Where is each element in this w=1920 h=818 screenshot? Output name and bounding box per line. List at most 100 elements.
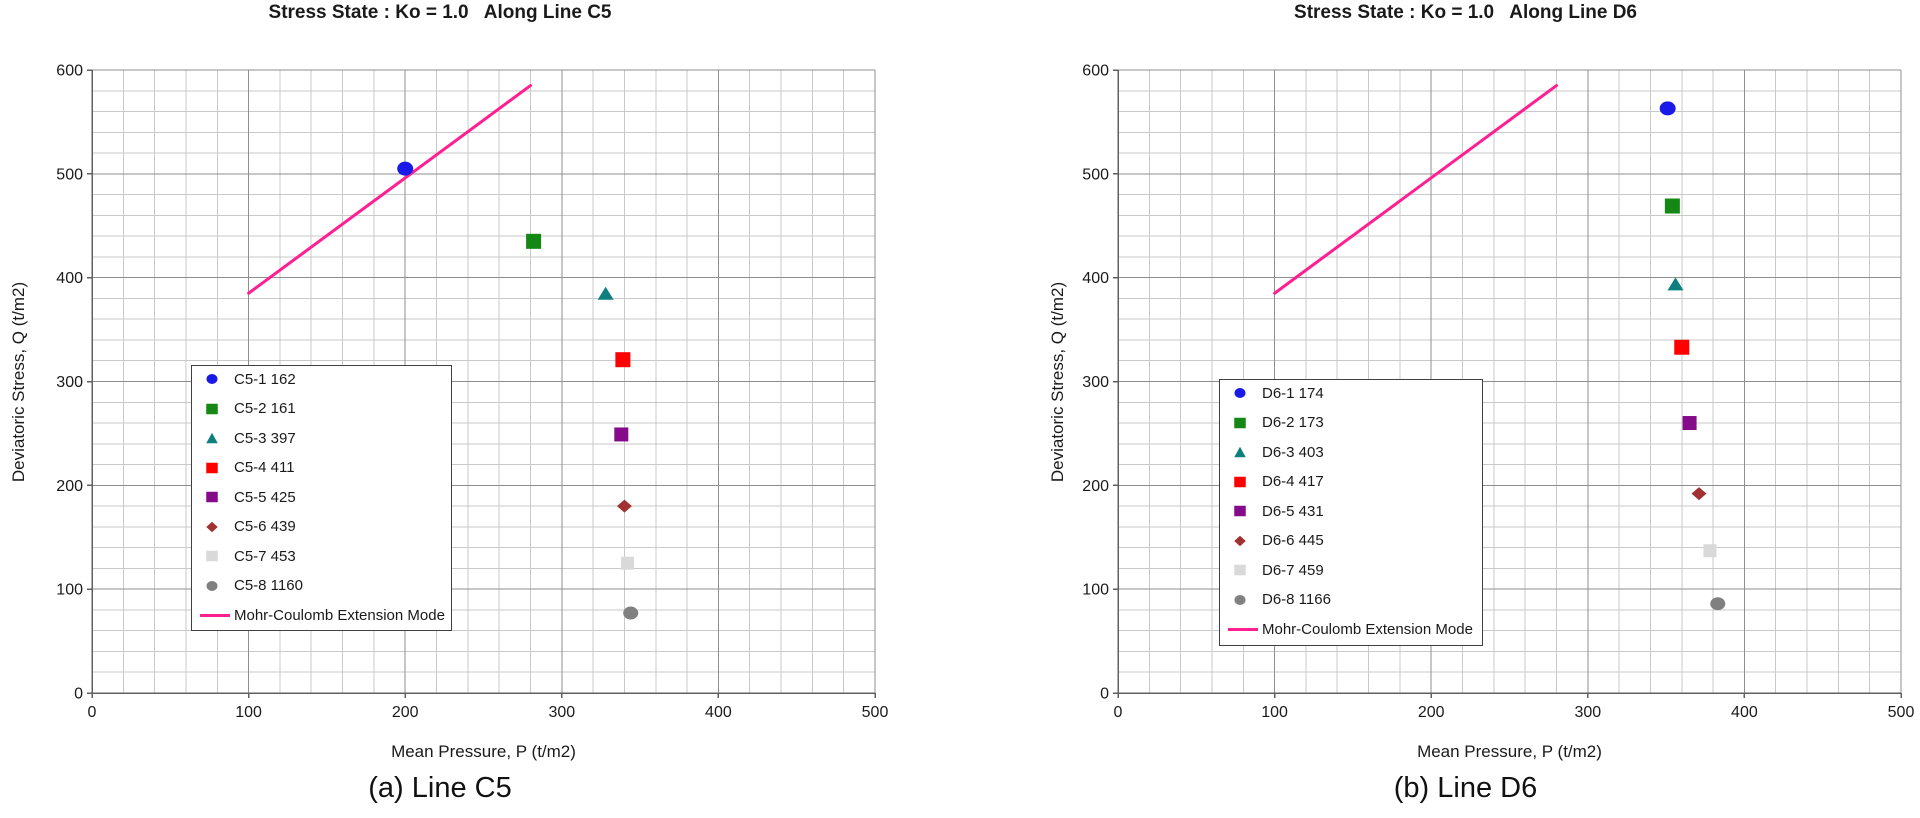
legend-marker bbox=[206, 462, 218, 473]
marker-d6-6 bbox=[1691, 487, 1707, 501]
legend-marker-icon bbox=[206, 491, 218, 503]
legend-label: C5-8 1160 bbox=[234, 577, 303, 594]
legend-item: C5-4 411 bbox=[192, 456, 451, 480]
x-axis-title: Mean Pressure, P (t/m2) bbox=[391, 742, 576, 761]
y-tick-label: 200 bbox=[1082, 478, 1109, 495]
y-tick-label: 500 bbox=[56, 166, 83, 183]
legend-item: Mohr-Coulomb Extension Mode bbox=[1220, 617, 1482, 641]
legend-marker-icon bbox=[1234, 476, 1246, 487]
legend-marker bbox=[206, 550, 218, 562]
legend-label: Mohr-Coulomb Extension Mode bbox=[1262, 620, 1473, 638]
legend-marker bbox=[1234, 594, 1246, 605]
x-tick-label: 200 bbox=[392, 704, 419, 721]
y-tick-label: 0 bbox=[74, 686, 83, 703]
y-tick-label: 400 bbox=[1082, 270, 1109, 287]
legend-item: D6-3 403 bbox=[1220, 440, 1482, 464]
legend-marker bbox=[206, 432, 218, 444]
legend-label: D6-8 1166 bbox=[1262, 591, 1331, 608]
marker-d6-1 bbox=[1659, 101, 1676, 116]
legend-marker bbox=[1234, 446, 1246, 458]
chart-title: Stress State : Ko = 1.0 Along Line D6 bbox=[1294, 2, 1637, 23]
legend-item: D6-7 459 bbox=[1220, 558, 1482, 582]
x-tick-label: 400 bbox=[705, 704, 732, 721]
legend-label: C5-6 439 bbox=[234, 518, 296, 535]
legend-item: C5-2 161 bbox=[192, 397, 451, 421]
legend-marker-icon bbox=[206, 521, 218, 532]
legend-marker bbox=[1234, 417, 1246, 428]
x-tick-label: 200 bbox=[1418, 704, 1445, 721]
legend-item: D6-4 417 bbox=[1220, 470, 1482, 494]
x-tick-label: 100 bbox=[235, 704, 262, 721]
legend-label: Mohr-Coulomb Extension Mode bbox=[234, 606, 445, 624]
marker-c5-7 bbox=[621, 556, 635, 570]
legend-line-swatch bbox=[1228, 627, 1258, 631]
legend-label: C5-3 397 bbox=[234, 429, 296, 447]
legend-marker-icon bbox=[206, 432, 218, 444]
x-tick-label: 0 bbox=[1114, 704, 1123, 721]
legend-label: D6-6 445 bbox=[1262, 532, 1324, 549]
legend-item: Mohr-Coulomb Extension Mode bbox=[192, 603, 451, 627]
legend-marker bbox=[206, 580, 218, 591]
marker-c5-3 bbox=[597, 286, 614, 300]
marker-c5-5 bbox=[614, 427, 629, 442]
chart-line-d6: Stress State : Ko = 1.0 Along Line D6 De… bbox=[1025, 0, 1914, 818]
legend-item: C5-6 439 bbox=[192, 515, 451, 539]
legend-item: C5-8 1160 bbox=[192, 574, 451, 598]
marker-c5-1 bbox=[397, 161, 414, 176]
x-axis-title: Mean Pressure, P (t/m2) bbox=[1417, 742, 1602, 761]
y-tick-label: 300 bbox=[56, 374, 83, 391]
legend-marker bbox=[206, 521, 218, 532]
y-tick-label: 600 bbox=[1082, 63, 1109, 80]
marker-d6-4 bbox=[1674, 339, 1690, 355]
legend-marker-icon bbox=[206, 580, 218, 591]
legend-marker-icon bbox=[1234, 564, 1246, 576]
legend-label: C5-2 161 bbox=[234, 400, 296, 417]
legend-label: C5-5 425 bbox=[234, 488, 296, 506]
legend-marker bbox=[1234, 535, 1246, 546]
x-tick-label: 500 bbox=[862, 704, 889, 721]
legend-label: D6-5 431 bbox=[1262, 502, 1324, 520]
y-tick-label: 100 bbox=[1082, 582, 1109, 599]
marker-d6-5 bbox=[1682, 416, 1697, 431]
legend: D6-1 174 D6-2 173 D6-3 403 D6-4 417 D6-5 431… bbox=[1219, 379, 1483, 646]
mohr-coulomb-line bbox=[1273, 84, 1558, 295]
figure-caption: (a) Line C5 bbox=[368, 772, 512, 804]
legend-label: C5-7 453 bbox=[234, 547, 296, 565]
legend-marker bbox=[206, 403, 218, 414]
marker-d6-2 bbox=[1664, 198, 1680, 214]
legend-marker-icon bbox=[1234, 417, 1246, 428]
marker-c5-4 bbox=[615, 352, 631, 368]
legend-item: C5-7 453 bbox=[192, 544, 451, 568]
marker-d6-8 bbox=[1710, 597, 1726, 611]
legend-line-swatch bbox=[200, 613, 230, 617]
legend-marker-icon bbox=[1234, 505, 1246, 517]
legend-marker-icon bbox=[1234, 446, 1246, 458]
legend-marker-icon bbox=[206, 550, 218, 562]
legend-item: D6-5 431 bbox=[1220, 499, 1482, 523]
marker-c5-8 bbox=[623, 606, 639, 620]
marker-d6-3 bbox=[1667, 277, 1684, 291]
chart-title: Stress State : Ko = 1.0 Along Line C5 bbox=[268, 2, 612, 23]
marker-c5-6 bbox=[616, 499, 632, 513]
axes bbox=[87, 69, 876, 698]
legend-label: C5-1 162 bbox=[234, 370, 296, 388]
legend-marker bbox=[1234, 505, 1246, 517]
legend-marker-icon bbox=[1234, 388, 1246, 398]
legend-item: D6-8 1166 bbox=[1220, 588, 1482, 612]
legend-label: C5-4 411 bbox=[234, 459, 295, 476]
axes bbox=[1113, 69, 1902, 698]
legend-marker-icon bbox=[206, 403, 218, 414]
legend-marker-icon bbox=[206, 462, 218, 473]
x-tick-label: 500 bbox=[1888, 704, 1915, 721]
mohr-coulomb-line bbox=[247, 84, 532, 295]
x-tick-label: 100 bbox=[1261, 704, 1288, 721]
y-tick-label: 600 bbox=[56, 63, 83, 80]
legend-marker-icon bbox=[206, 374, 218, 384]
y-tick-label: 300 bbox=[1082, 374, 1109, 391]
y-tick-label: 400 bbox=[56, 270, 83, 287]
y-tick-label: 0 bbox=[1100, 686, 1109, 703]
legend-marker bbox=[1234, 476, 1246, 487]
legend-marker bbox=[206, 374, 218, 384]
marker-c5-2 bbox=[526, 233, 542, 249]
